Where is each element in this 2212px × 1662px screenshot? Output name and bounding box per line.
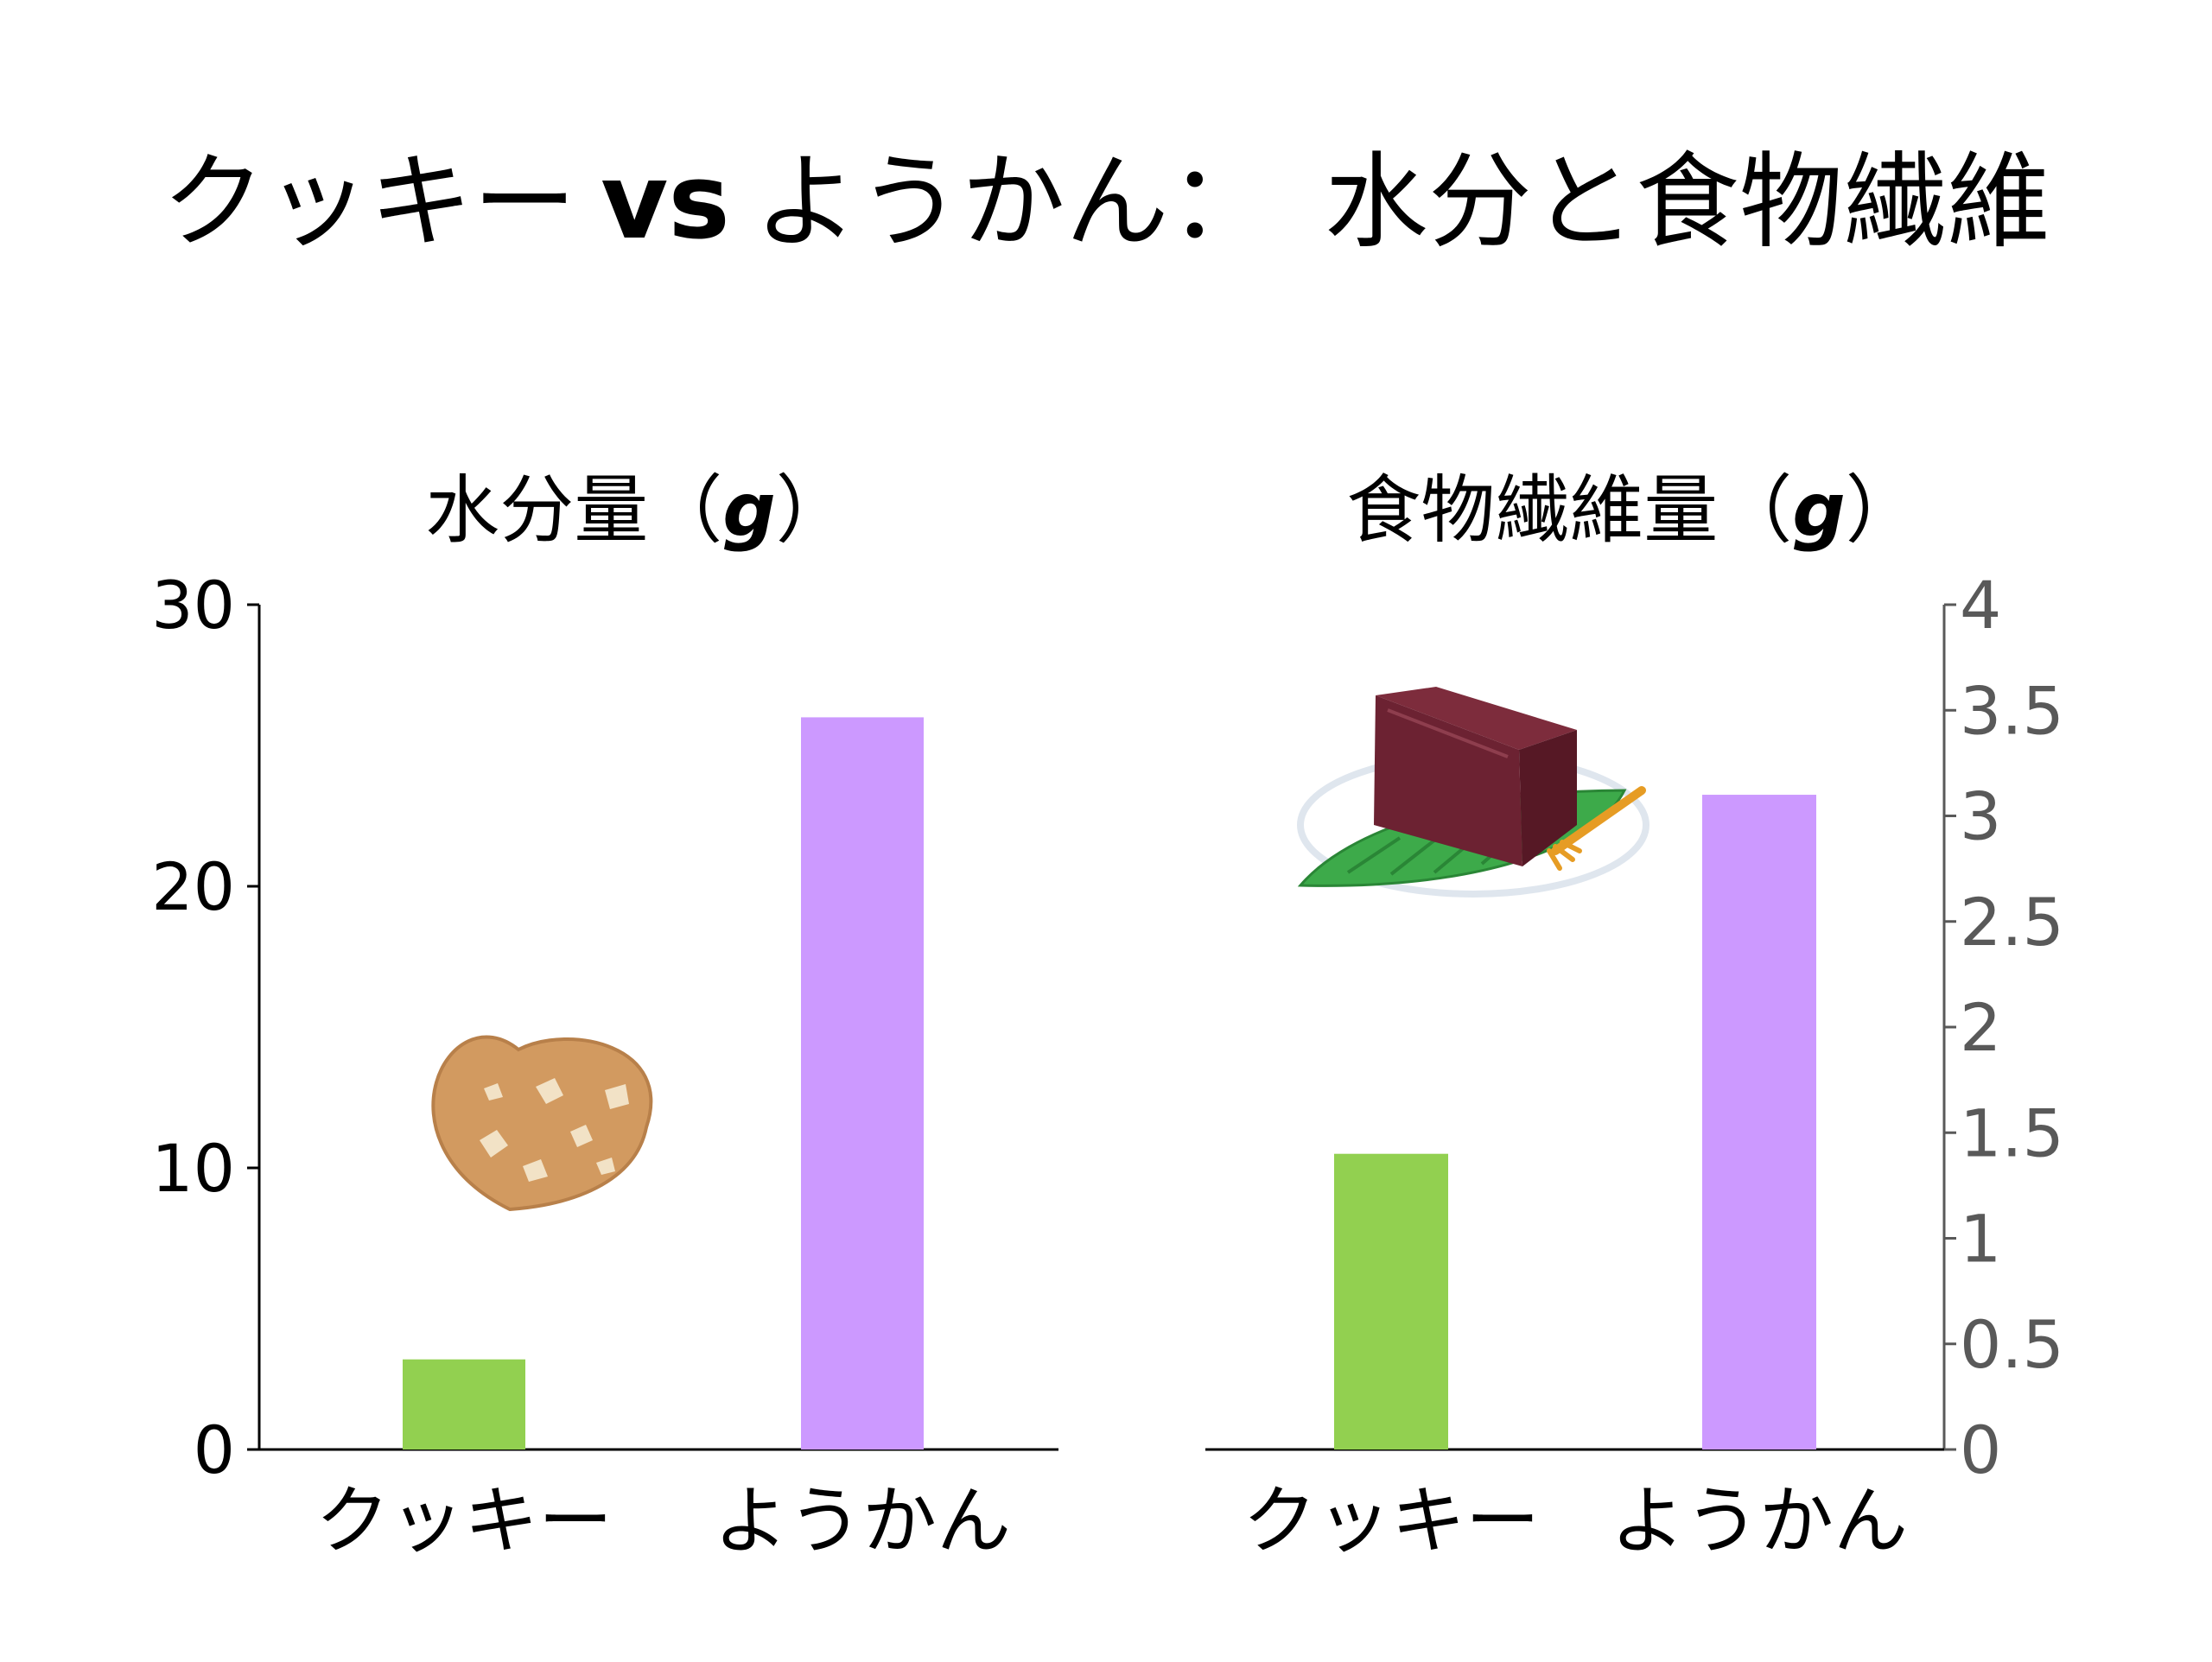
- water-y-tick-label-2: 20: [151, 848, 235, 925]
- title-part-2: ようかん： 水分と食物繊維: [754, 143, 2050, 263]
- fiber-y-tick-label-2: 1: [1960, 1201, 2001, 1278]
- title-part-1: クッキー: [162, 143, 576, 263]
- title-vs: vs: [601, 143, 730, 263]
- water-chart-title-prefix: 水分量（: [425, 467, 722, 554]
- fiber-bar-1: [1702, 795, 1816, 1449]
- water-chart-title-suffix: ）: [776, 467, 850, 554]
- fiber-y-tick-label-4: 2: [1960, 989, 2001, 1066]
- fiber-chart-title-prefix: 食物繊維量（: [1346, 467, 1792, 554]
- fiber-y-tick-label-8: 4: [1960, 567, 2001, 644]
- fiber-chart-title-unit: g: [1792, 467, 1846, 554]
- water-bar-0: [403, 1359, 525, 1449]
- water-chart-title: 水分量（g）: [425, 467, 850, 554]
- fiber-chart-title: 食物繊維量（g）: [1346, 467, 1920, 554]
- fiber-y-tick-label-7: 3.5: [1960, 672, 2064, 749]
- fiber-y-tick-label-0: 0: [1960, 1411, 2001, 1488]
- water-chart-title-unit: g: [722, 467, 776, 554]
- fiber-y-tick-label-5: 2.5: [1960, 884, 2064, 961]
- fiber-chart: 食物繊維量（g） 0 0.5 1 1.5 2 2.5 3 3.5 4 クッキー ようかん: [1205, 467, 2064, 1564]
- water-category-label-1: ようかん: [714, 1478, 1011, 1564]
- water-bar-1: [801, 717, 924, 1449]
- heart-cookie-icon: [431, 1035, 653, 1212]
- yokan-on-plate-icon: [1297, 687, 1649, 898]
- fiber-y-tick-label-6: 3: [1960, 778, 2001, 855]
- water-y-tick-label-3: 30: [151, 567, 235, 644]
- slide-title: クッキー vs ようかん： 水分と食物繊維: [162, 143, 2050, 263]
- fiber-category-label-0: クッキー: [1243, 1478, 1540, 1564]
- water-chart: 水分量（g） 0 10 20 30 クッキー ようかん: [151, 467, 1058, 1564]
- water-y-tick-label-1: 10: [151, 1130, 235, 1207]
- water-category-label-0: クッキー: [315, 1478, 613, 1564]
- fiber-y-tick-label-3: 1.5: [1960, 1094, 2064, 1171]
- fiber-y-tick-label-1: 0.5: [1960, 1306, 2064, 1383]
- fiber-chart-title-suffix: ）: [1846, 467, 1920, 554]
- fiber-category-label-1: ようかん: [1611, 1478, 1908, 1564]
- fiber-bar-0: [1334, 1153, 1448, 1449]
- water-y-tick-label-0: 0: [194, 1411, 235, 1488]
